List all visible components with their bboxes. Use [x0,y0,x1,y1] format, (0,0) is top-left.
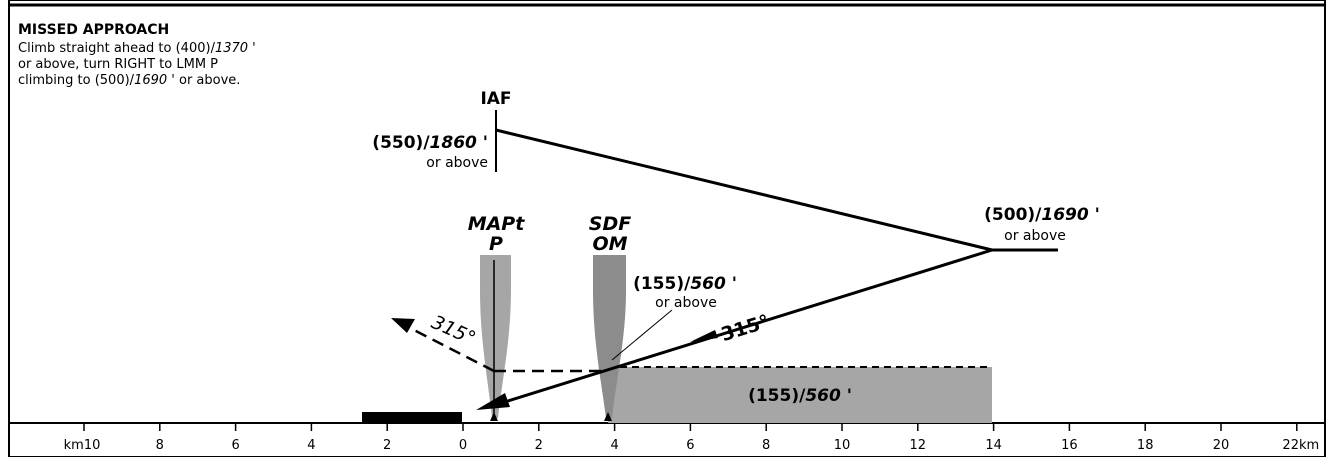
scale-tick-label: 2 [383,438,391,453]
diagram-frame [8,0,1326,457]
scale-tick-label: 14 [985,438,1002,453]
scale-tick-label: 10 [834,438,851,453]
missed-approach-line-3: climbing to (500)/1690 ' or above. [18,73,240,88]
final-track-arrow [690,330,718,342]
turn-point-altitude: (500)/1690 ' [984,205,1100,225]
iaf-qualifier: or above [426,155,488,171]
scale-tick-label: 18 [1137,438,1154,453]
iaf-altitude: (550)/1860 ' [372,133,488,153]
scale-tick-label: 2 [535,438,543,453]
missed-approach-arrowhead [391,318,415,333]
scale-tick-label: 20 [1213,438,1230,453]
minimum-altitude-box [608,367,992,423]
sdf-callout-leader [611,309,673,361]
scale-tick-label: 6 [686,438,694,453]
inbound-track-label: 315° [719,311,772,346]
scale-tick-label: 8 [156,438,164,453]
scale-tick-label: 8 [762,438,770,453]
mapt-beam [480,255,511,418]
sdf-sublabel: OM [592,233,627,255]
scale-tick-label: 6 [231,438,239,453]
missed-approach-climb-dashed [409,326,495,373]
scale-tick-label: 4 [307,438,315,453]
runway-bar [362,412,462,422]
sdf-label: SDF [589,213,631,235]
missed-approach-line-1: Climb straight ahead to (400)/1370 ' [18,41,256,56]
mapt-label: MAPt [468,213,526,235]
scale-tick-label: km10 [64,438,101,453]
mapt-sublabel: P [489,233,503,255]
scale-tick-label: 4 [610,438,618,453]
final-approach-arrowhead [476,393,510,410]
scale-tick-label: 0 [459,438,467,453]
box-altitude-label: (155)/560 ' [748,386,852,406]
scale-tick-label: 12 [910,438,927,453]
mapt-ground-marker [490,412,498,421]
missed-approach-line-2: or above, turn RIGHT to LMM P [18,57,218,72]
sdf-beam [593,255,626,418]
initial-descent-line [495,128,993,252]
sdf-altitude: (155)/560 ' [633,274,737,294]
final-approach-line [494,248,993,407]
missed-track-label: 315° [428,311,479,350]
sdf-ground-marker [604,412,612,421]
missed-approach-text: MISSED APPROACH Climb straight ahead to … [18,22,256,88]
turn-point-qualifier: or above [1004,228,1066,244]
sdf-qualifier: or above [655,295,717,311]
scale-tick-label: 16 [1061,438,1078,453]
distance-scale: km10 8 6 4 2 0 2 4 6 8 10 12 14 16 18 20 22km [64,423,1319,453]
scale-tick-label: 22km [1282,438,1319,453]
missed-approach-heading: MISSED APPROACH [18,22,169,38]
iaf-label: IAF [480,89,511,109]
